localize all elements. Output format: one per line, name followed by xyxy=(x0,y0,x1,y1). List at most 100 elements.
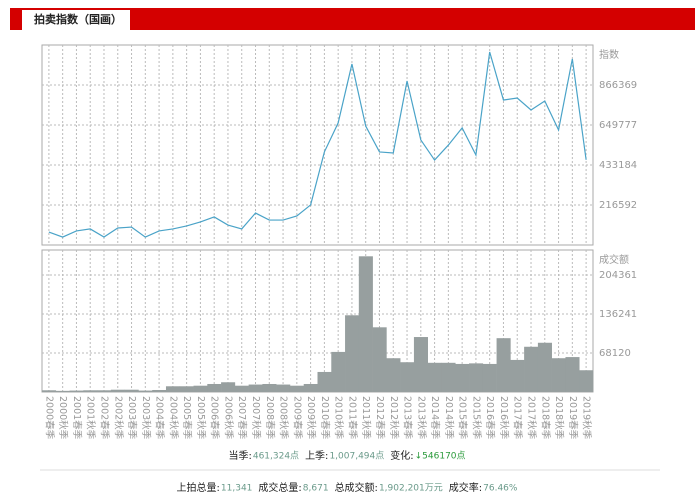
bar xyxy=(441,362,456,392)
stat-label: 上拍总量: xyxy=(177,481,220,494)
bar xyxy=(537,342,552,392)
bar xyxy=(83,390,98,392)
bar xyxy=(358,256,373,392)
x-tick-label: 2017春季 xyxy=(512,396,524,440)
bar xyxy=(524,346,539,392)
stat-label: 总成交额: xyxy=(335,481,378,494)
bar xyxy=(55,390,70,392)
y-tick-label: 216592 xyxy=(599,200,637,211)
x-tick-label: 2015春季 xyxy=(457,396,469,440)
bar xyxy=(331,351,346,392)
bar xyxy=(165,386,181,392)
bar xyxy=(345,315,360,392)
x-tick-label: 2012秋季 xyxy=(388,396,400,440)
x-tick-label: 2018春季 xyxy=(539,396,551,440)
x-tick-label: 2008春季 xyxy=(264,396,276,440)
x-tick-label: 2003秋季 xyxy=(140,396,152,440)
bar xyxy=(69,390,84,392)
x-tick-label: 2015秋季 xyxy=(470,396,482,440)
stat-value: ↓546170点 xyxy=(415,451,466,462)
x-tick-label: 2004春季 xyxy=(154,396,166,440)
y-axis-label: 指数 xyxy=(599,48,619,61)
x-tick-label: 2017秋季 xyxy=(526,396,538,440)
bar xyxy=(482,363,497,392)
bar xyxy=(276,384,291,392)
stat-value: 461,324点 xyxy=(253,451,299,462)
x-tick-label: 2010秋季 xyxy=(333,396,345,440)
bar xyxy=(413,337,428,392)
x-tick-label: 2016春季 xyxy=(484,396,496,440)
bar xyxy=(303,383,318,392)
bar xyxy=(138,390,153,392)
stat-value: 11,341 xyxy=(221,484,253,494)
x-tick-label: 2018秋季 xyxy=(553,396,565,440)
x-tick-label: 2019秋季 xyxy=(581,396,593,440)
x-tick-label: 2005秋季 xyxy=(195,396,207,440)
bar xyxy=(262,383,277,392)
bar xyxy=(42,390,57,392)
x-tick-label: 2007春季 xyxy=(236,396,248,440)
x-tick-label: 2000秋季 xyxy=(57,396,69,440)
x-tick-label: 2007秋季 xyxy=(250,396,262,440)
stat-label: 上季: xyxy=(305,450,328,462)
bar xyxy=(317,371,332,392)
y-axis-label: 成交额 xyxy=(599,253,629,266)
total-stats: 上拍总量: 11,341 成交总量: 8,671 总成交额: 1,902,201… xyxy=(177,481,518,494)
stat-value: 1,902,201万元 xyxy=(379,484,443,494)
bar xyxy=(110,389,125,392)
x-tick-label: 2006春季 xyxy=(209,396,221,440)
x-tick-label: 2003春季 xyxy=(126,396,138,440)
x-tick-label: 2016秋季 xyxy=(498,396,510,440)
x-tick-label: 2001春季 xyxy=(71,396,83,440)
header-bar xyxy=(10,8,695,30)
x-tick-label: 2013春季 xyxy=(402,396,414,440)
x-tick-label: 2012春季 xyxy=(374,396,386,440)
season-stats: 当季: 461,324点 上季: 1,007,494点 变化: ↓546170点 xyxy=(228,449,465,462)
y-tick-label: 649777 xyxy=(599,120,637,131)
x-tick-label: 2013秋季 xyxy=(415,396,427,440)
bar xyxy=(579,370,594,392)
y-tick-label: 866369 xyxy=(599,80,637,91)
x-tick-label: 2009春季 xyxy=(291,396,303,440)
x-tick-label: 2011秋季 xyxy=(360,396,372,440)
x-tick-label: 2008秋季 xyxy=(278,396,290,440)
x-tick-label: 2010春季 xyxy=(319,396,331,440)
bar xyxy=(97,390,112,392)
x-tick-label: 2006秋季 xyxy=(222,396,234,440)
stat-label: 成交率: xyxy=(449,481,482,494)
bar xyxy=(221,382,236,392)
bar xyxy=(152,389,167,392)
stat-value: 1,007,494点 xyxy=(329,451,384,462)
x-tick-label: 2004秋季 xyxy=(167,396,179,440)
plot-frame xyxy=(41,44,594,246)
x-tick-label: 2019春季 xyxy=(567,396,579,440)
bar xyxy=(496,338,511,392)
x-tick-label: 2002秋季 xyxy=(112,396,124,440)
bar xyxy=(551,358,566,392)
header-tab xyxy=(22,10,130,30)
bar xyxy=(179,386,194,392)
bar xyxy=(193,385,208,392)
marks: 216592 433184 649777 866369 指数 68120 136241 204… xyxy=(42,45,637,440)
stat-label: 变化: xyxy=(390,449,413,462)
bar xyxy=(400,362,415,392)
x-tick-label: 2005春季 xyxy=(181,396,193,440)
x-tick-label: 2000春季 xyxy=(43,396,55,440)
bar xyxy=(455,363,470,392)
bar xyxy=(372,327,387,392)
x-tick-label: 2014春季 xyxy=(429,396,441,440)
y-tick-label: 204361 xyxy=(599,270,637,281)
bar xyxy=(289,385,305,392)
stat-label: 成交总量: xyxy=(258,481,301,494)
bar xyxy=(510,359,525,392)
x-tick-label: 2009秋季 xyxy=(305,396,317,440)
x-tick-label: 2001秋季 xyxy=(85,396,97,440)
x-tick-label: 2014秋季 xyxy=(443,396,455,440)
header-title: 拍卖指数（国画） xyxy=(34,12,122,26)
bar xyxy=(386,358,401,392)
stat-value: 76.46% xyxy=(483,484,518,494)
y-tick-label: 433184 xyxy=(599,160,637,171)
x-tick-label: 2011春季 xyxy=(346,396,358,440)
bar xyxy=(248,384,263,392)
